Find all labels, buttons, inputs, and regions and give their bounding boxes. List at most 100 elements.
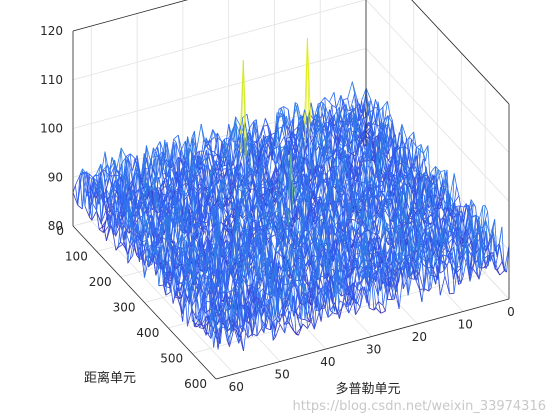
mesh-segment xyxy=(359,118,363,134)
mesh-segment xyxy=(72,192,78,206)
mesh-segment xyxy=(343,115,347,148)
mesh-segment xyxy=(405,186,409,225)
mesh-segment xyxy=(371,141,375,161)
mesh-segment xyxy=(336,107,340,149)
mesh-segment xyxy=(155,227,161,231)
mesh-segment xyxy=(427,231,431,266)
mesh-segment xyxy=(482,231,487,259)
mesh-segment xyxy=(402,148,406,180)
mesh-segment xyxy=(435,166,439,170)
mesh-segment xyxy=(374,154,378,182)
mesh-segment xyxy=(401,139,405,145)
mesh-segment xyxy=(408,224,415,256)
mesh-segment xyxy=(265,152,272,173)
mesh-segment xyxy=(428,186,432,216)
mesh-segment xyxy=(445,218,449,244)
mesh-segment xyxy=(485,231,489,266)
mesh-segment xyxy=(370,126,375,145)
mesh-segment xyxy=(276,262,282,270)
mesh-segment xyxy=(383,150,387,167)
mesh-segment xyxy=(444,170,448,184)
mesh-segment xyxy=(327,122,331,128)
mesh-segment xyxy=(478,216,482,237)
mesh-segment xyxy=(365,87,372,100)
mesh-segment xyxy=(366,131,370,136)
mesh-segment xyxy=(265,327,271,331)
mesh-segment xyxy=(446,265,450,294)
mesh-segment xyxy=(368,121,372,140)
mesh-segment xyxy=(340,95,344,107)
mesh-segment xyxy=(464,234,468,268)
mesh-segment xyxy=(399,220,403,225)
mesh-segment xyxy=(380,121,384,129)
mesh-segment xyxy=(484,205,488,212)
mesh-segment xyxy=(414,173,418,190)
mesh-segment xyxy=(310,102,314,120)
mesh-segment xyxy=(240,217,246,237)
mesh-segment xyxy=(475,207,479,233)
mesh-segment xyxy=(444,275,450,295)
mesh-segment xyxy=(363,184,367,194)
mesh-segment xyxy=(379,168,383,186)
mesh-segment xyxy=(411,139,417,147)
mesh-segment xyxy=(362,118,366,129)
mesh-segment xyxy=(425,240,429,251)
mesh-segment xyxy=(96,212,102,223)
mesh-segment xyxy=(448,261,452,265)
mesh-segment xyxy=(447,191,451,196)
mesh-segment xyxy=(196,124,202,151)
mesh-segment xyxy=(263,125,268,127)
mesh-segment xyxy=(458,195,462,211)
mesh-segment xyxy=(199,327,204,329)
mesh-segment xyxy=(452,224,456,238)
mesh-segment xyxy=(409,166,413,191)
mesh-segment xyxy=(375,185,379,188)
mesh-segment xyxy=(318,116,322,134)
mesh-segment xyxy=(370,184,374,187)
mesh-segment xyxy=(336,308,343,315)
mesh-segment xyxy=(300,318,306,321)
mesh-segment xyxy=(362,137,366,147)
mesh-segment xyxy=(294,102,298,105)
mesh-segment xyxy=(419,192,423,220)
mesh-segment xyxy=(318,123,322,126)
mesh-segment xyxy=(378,131,382,148)
mesh-segment xyxy=(352,105,356,131)
mesh-segment xyxy=(84,205,90,218)
mesh-surface xyxy=(72,37,510,351)
mesh-segment xyxy=(165,291,171,296)
mesh-segment xyxy=(320,106,326,143)
mesh-segment xyxy=(472,203,476,208)
mesh-segment xyxy=(418,148,424,154)
mesh-segment xyxy=(315,114,319,117)
mesh-segment xyxy=(448,250,452,259)
mesh-segment xyxy=(404,238,410,270)
mesh-segment xyxy=(271,240,277,254)
mesh-segment xyxy=(288,311,295,332)
mesh-segment xyxy=(487,211,491,240)
mesh-segment xyxy=(406,218,410,228)
mesh-segment xyxy=(420,144,424,154)
mesh-segment xyxy=(455,256,459,272)
mesh-segment xyxy=(385,123,391,149)
mesh-segment xyxy=(457,211,461,243)
mesh-segment xyxy=(425,178,429,198)
mesh-segment xyxy=(363,166,367,198)
mesh-segment xyxy=(343,121,347,139)
mesh-segment xyxy=(478,258,485,280)
mesh-segment xyxy=(444,262,448,266)
mesh-segment xyxy=(401,146,406,161)
mesh-segment xyxy=(375,200,379,214)
mesh-segment xyxy=(482,227,486,251)
mesh-segment xyxy=(277,305,283,321)
mesh-segment xyxy=(453,173,457,187)
mesh-segment xyxy=(361,87,367,101)
mesh-segment xyxy=(410,201,414,215)
mesh-segment xyxy=(155,160,161,183)
mesh-segment xyxy=(408,186,412,209)
mesh-segment xyxy=(444,186,448,208)
mesh-segment xyxy=(437,266,441,296)
mesh-segment xyxy=(497,269,501,276)
mesh-segment xyxy=(468,199,472,215)
mesh-segment xyxy=(487,244,491,262)
